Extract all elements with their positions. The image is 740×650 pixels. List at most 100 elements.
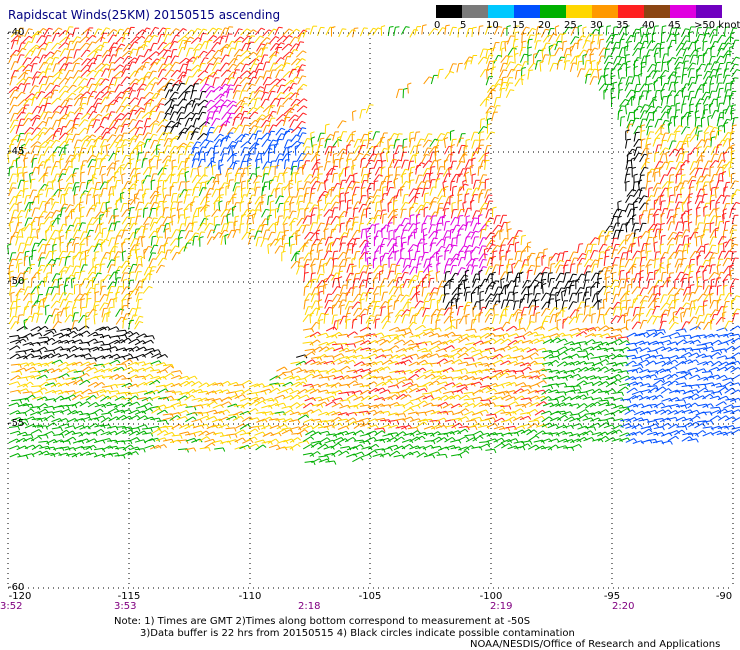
wind-barb-flag [656,223,661,225]
wind-barb-flag [68,138,74,141]
wind-barb [275,153,280,163]
wind-barb [259,202,262,212]
wind-barb-flag [654,199,659,202]
wind-barb [281,43,289,51]
wind-barb [220,62,227,71]
wind-barb [58,77,66,86]
wind-barb [422,160,429,169]
wind-barb-flag [554,43,559,46]
wind-barb [686,138,689,148]
wind-barb [267,166,272,176]
wind-barb-flag [716,25,722,28]
wind-barb [143,91,151,100]
wind-barb-flag [41,132,47,134]
wind-barb [64,182,69,192]
wind-barb [141,112,149,119]
wind-barb [526,34,531,44]
wind-barb-flag [434,196,439,199]
wind-barb [658,167,661,177]
wind-barb-flag [489,217,494,220]
wind-barb [128,138,133,148]
wind-barb [36,91,42,100]
wind-barb-flag [252,213,257,216]
wind-barb-flag [20,153,25,157]
wind-barb-flag [514,52,519,55]
wind-barb-flag [435,144,440,148]
wind-barb-flag [670,133,675,135]
wind-barb [191,174,198,184]
wind-barb [469,166,472,176]
wind-barb [457,209,462,218]
wind-barb-flag [657,182,662,185]
wind-barb-flag [458,27,463,29]
wind-barb-flag [611,96,616,99]
wind-barb-flag [86,91,91,95]
wind-barb [450,238,454,248]
wind-barb [149,27,156,36]
wind-barb [169,98,174,108]
wind-barb [240,188,243,198]
wind-barb-flag [154,76,159,80]
wind-barb-flag [210,156,215,160]
wind-barb [78,85,86,94]
wind-barb-flag [39,216,44,218]
wind-barb [71,36,78,45]
wind-barb [169,61,176,70]
wind-barb [267,244,270,254]
wind-barb [64,160,70,170]
wind-barb-flag [388,229,393,232]
wind-barb [604,49,607,59]
wind-barb [192,182,199,191]
wind-barb [423,180,427,190]
wind-barb [339,223,342,233]
wind-barb-flag [325,123,330,126]
wind-barb [213,133,221,142]
wind-barb-flag [539,60,544,64]
wind-barb-flag [420,138,425,141]
wind-barb-flag [180,145,185,148]
wind-barb-flag [266,161,272,164]
wind-barb [254,196,261,205]
wind-barb [436,27,443,36]
wind-barb-flag [723,229,728,232]
wind-barb-flag [689,31,694,34]
wind-barb-flag [20,83,25,86]
wind-barb-flag [671,90,676,93]
wind-barb [485,239,492,248]
wind-barb-flag [217,57,222,60]
wind-barb [667,124,670,134]
wind-barb-flag [139,189,144,191]
wind-barb-flag [703,82,708,85]
wind-barb [633,132,637,142]
wind-barb-flag [625,180,630,183]
wind-barb [29,236,34,246]
wind-barb [365,159,371,169]
wind-barb [170,69,178,78]
wind-barb [50,210,57,219]
wind-barb [584,68,590,78]
wind-barb [136,83,144,92]
wind-barb-flag [95,119,101,121]
wind-barb [317,201,320,211]
wind-barb [316,222,322,232]
wind-barb-flag [357,201,362,204]
wind-barb [625,139,628,149]
wind-barb-flag [466,215,471,218]
wind-barb [128,48,134,58]
wind-barb [330,187,333,197]
wind-barb-flag [266,139,271,142]
wind-barb [211,181,216,190]
wind-barb-flag [271,231,276,234]
wind-barb [163,82,169,92]
wind-barb-flag [238,124,244,127]
wind-barb-flag [696,215,701,217]
wind-barb-flag [521,74,526,77]
wind-barb [86,245,93,254]
wind-barb-flag [491,47,496,50]
wind-barb-flag [127,55,133,59]
wind-barb [128,97,136,105]
wind-barb [234,99,242,108]
wind-barb-flag [688,193,693,196]
wind-barb [422,139,429,148]
wind-barb [143,49,149,58]
